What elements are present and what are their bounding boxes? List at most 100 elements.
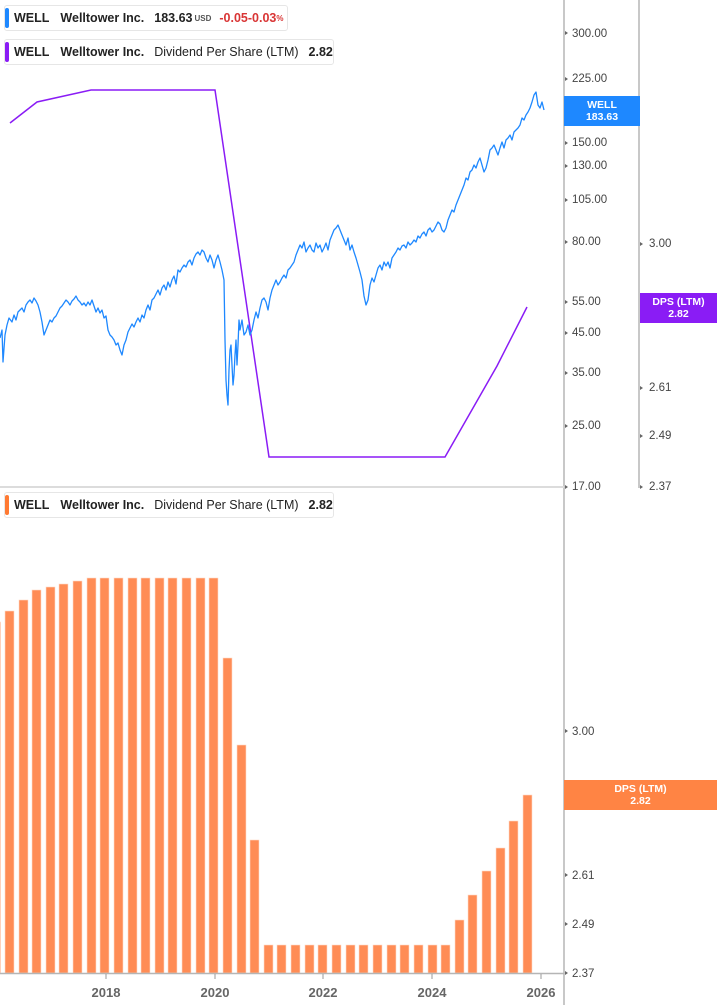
dps-bar	[495, 847, 506, 974]
svg-text:2024: 2024	[418, 985, 448, 1000]
dps-bar	[127, 577, 138, 974]
svg-text:45.00: 45.00	[572, 327, 601, 339]
dps-axis-ticks-top: 3.00 2.61 2.49 2.37	[640, 238, 671, 493]
dps-bar	[345, 944, 356, 974]
dps-last-value-tag-top: DPS (LTM) 2.82	[640, 293, 717, 323]
legend-symbol: WELL	[14, 498, 50, 512]
dps-bar	[331, 944, 342, 974]
dps-bar	[18, 599, 29, 974]
legend-value: 2.82	[308, 498, 333, 512]
legend-metric: Dividend Per Share (LTM)	[154, 45, 299, 59]
legend-company-name: Welltower Inc.	[60, 11, 145, 25]
dps-bar	[427, 944, 438, 974]
dps-bar	[508, 820, 519, 974]
dps-bar	[290, 944, 301, 974]
svg-text:2.37: 2.37	[649, 481, 671, 493]
dps-bar	[113, 577, 124, 974]
dps-bar	[208, 577, 219, 974]
dps-bar	[522, 794, 533, 974]
dps-bar	[481, 870, 492, 974]
legend-pct-sign: %	[276, 13, 284, 23]
svg-text:80.00: 80.00	[572, 236, 601, 248]
svg-text:2.37: 2.37	[572, 968, 594, 980]
legend-company-name: Welltower Inc.	[60, 45, 145, 59]
price-tag-value: 183.63	[585, 111, 619, 123]
legend-symbol: WELL	[14, 45, 50, 59]
svg-text:2.61: 2.61	[572, 870, 594, 882]
price-last-value-tag: WELL 183.63	[564, 96, 640, 126]
dps-bar	[45, 586, 56, 974]
svg-text:35.00: 35.00	[572, 367, 601, 379]
dps-bar	[31, 589, 42, 974]
dps-bar	[181, 577, 192, 974]
legend-currency: USD	[194, 13, 212, 23]
dps-bar	[167, 577, 178, 974]
legend-metric: Dividend Per Share (LTM)	[154, 498, 299, 512]
dps-bar	[413, 944, 424, 974]
svg-text:2018: 2018	[92, 985, 121, 1000]
dps-axis-ticks-bottom: 3.00 2.61 2.49 2.37	[565, 726, 594, 980]
legend-symbol: WELL	[14, 11, 50, 25]
legend-change-pct: -0.03	[247, 11, 277, 25]
svg-text:105.00: 105.00	[572, 194, 607, 206]
price-line	[0, 91, 545, 406]
price-legend[interactable]: WELL Welltower Inc. 183.63 USD -0.05 -0.…	[4, 5, 288, 31]
legend-price: 183.63	[154, 11, 193, 25]
dps-legend-color-bar	[5, 42, 9, 62]
dps-bar	[454, 919, 465, 974]
svg-text:55.00: 55.00	[572, 296, 601, 308]
dps-bar	[304, 944, 315, 974]
svg-text:2.49: 2.49	[649, 430, 671, 442]
svg-text:2.49: 2.49	[572, 919, 594, 931]
dps-bar	[86, 577, 97, 974]
dps-tag-label: DPS (LTM)	[652, 296, 705, 308]
legend-company-name: Welltower Inc.	[60, 498, 145, 512]
dps-bar	[399, 944, 410, 974]
x-axis-ticks	[105, 974, 542, 979]
dps-bar	[276, 944, 287, 974]
dps-bars	[0, 577, 533, 974]
svg-text:2022: 2022	[309, 985, 338, 1000]
legend-change: -0.05	[219, 11, 248, 25]
svg-text:2.61: 2.61	[649, 382, 671, 394]
dps-line	[9, 89, 528, 458]
svg-text:300.00: 300.00	[572, 28, 607, 40]
dps-bar	[4, 610, 15, 974]
dps-legend-color-bar	[5, 495, 9, 515]
svg-text:17.00: 17.00	[572, 481, 601, 493]
svg-text:2026: 2026	[527, 985, 556, 1000]
dps-bar	[236, 744, 247, 974]
dps-bar	[72, 580, 83, 974]
price-legend-color-bar	[5, 8, 9, 28]
dps-tag-value: 2.82	[630, 795, 651, 807]
dps-legend-bottom[interactable]: WELL Welltower Inc. Dividend Per Share (…	[4, 492, 334, 518]
dps-bar	[154, 577, 165, 974]
svg-text:225.00: 225.00	[572, 73, 607, 85]
dps-bar	[372, 944, 383, 974]
dps-bar	[440, 944, 451, 974]
dps-bar	[317, 944, 328, 974]
svg-text:3.00: 3.00	[572, 726, 594, 738]
dps-bar	[99, 577, 110, 974]
dps-tag-label: DPS (LTM)	[614, 783, 667, 795]
dps-bar	[0, 621, 1, 974]
svg-text:130.00: 130.00	[572, 160, 607, 172]
svg-text:2020: 2020	[201, 985, 230, 1000]
legend-value: 2.82	[308, 45, 333, 59]
dps-legend-top[interactable]: WELL Welltower Inc. Dividend Per Share (…	[4, 39, 334, 65]
dps-bar	[140, 577, 151, 974]
svg-text:3.00: 3.00	[649, 238, 671, 250]
x-axis-labels: 2018 2020 2022 2024 2026	[92, 985, 556, 1000]
dps-bar	[467, 894, 478, 974]
dps-bar	[249, 839, 260, 974]
dps-bar	[58, 583, 69, 974]
price-axis-ticks: 300.00 225.00 150.00 130.00 105.00 80.00…	[565, 28, 607, 493]
dps-bar	[358, 944, 369, 974]
dps-bar	[195, 577, 206, 974]
dps-bar	[222, 657, 233, 974]
svg-text:150.00: 150.00	[572, 137, 607, 149]
dps-bar	[386, 944, 397, 974]
dps-tag-value: 2.82	[668, 308, 689, 320]
dps-bar	[263, 944, 274, 974]
